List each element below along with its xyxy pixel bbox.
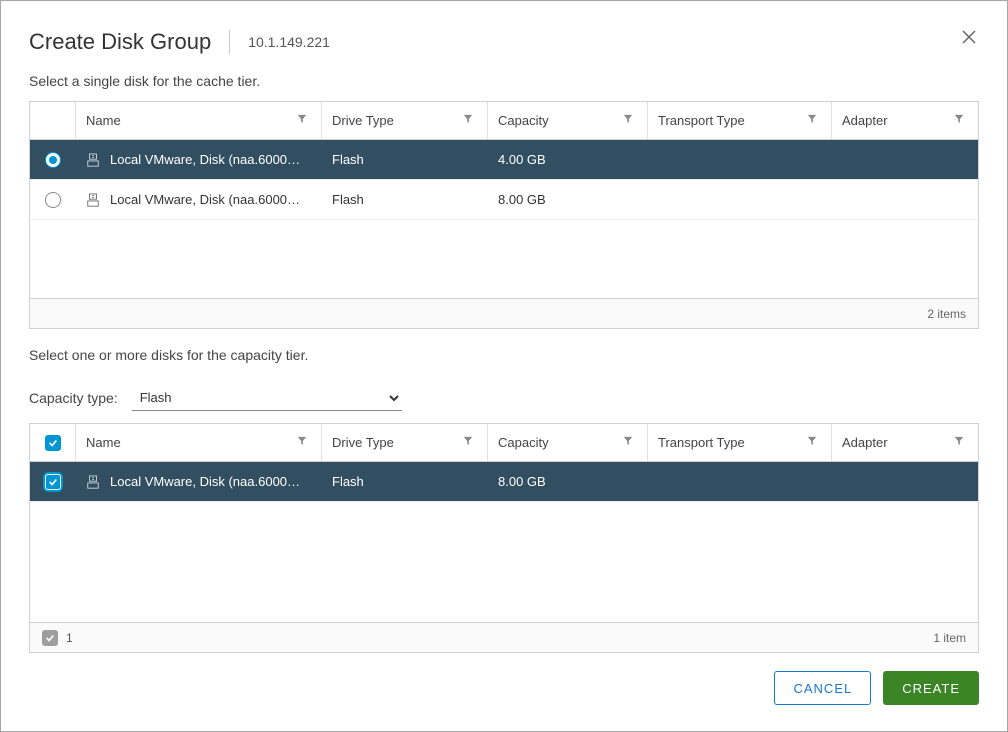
drive-type: Flash xyxy=(332,474,364,489)
disk-icon xyxy=(86,475,100,489)
table-footer: 2 items xyxy=(30,298,978,328)
table-body: Local VMware, Disk (naa.6000… Flash 8.00… xyxy=(30,462,978,622)
col-header-name[interactable]: Name xyxy=(86,113,293,128)
row-radio[interactable] xyxy=(45,192,61,208)
create-disk-group-dialog: Create Disk Group 10.1.149.221 Select a … xyxy=(0,0,1008,732)
filter-icon[interactable] xyxy=(803,112,821,129)
filter-icon[interactable] xyxy=(803,434,821,451)
row-checkbox[interactable] xyxy=(45,474,61,490)
capacity: 8.00 GB xyxy=(498,474,546,489)
cache-tier-label: Select a single disk for the cache tier. xyxy=(29,73,979,89)
col-header-capacity[interactable]: Capacity xyxy=(498,435,619,450)
filter-icon[interactable] xyxy=(950,434,968,451)
close-icon[interactable] xyxy=(959,29,979,49)
col-header-name[interactable]: Name xyxy=(86,435,293,450)
item-count: 1 item xyxy=(933,631,966,645)
col-header-capacity[interactable]: Capacity xyxy=(498,113,619,128)
filter-icon[interactable] xyxy=(459,112,477,129)
table-row[interactable]: Local VMware, Disk (naa.6000… Flash 8.00… xyxy=(30,462,978,502)
capacity: 8.00 GB xyxy=(498,192,546,207)
footer-selected-checkbox[interactable] xyxy=(42,630,58,646)
filter-icon[interactable] xyxy=(950,112,968,129)
disk-icon xyxy=(86,193,100,207)
dialog-host-ip: 10.1.149.221 xyxy=(229,30,330,54)
row-radio[interactable] xyxy=(45,152,61,168)
capacity-type-select[interactable]: Flash xyxy=(132,385,402,411)
table-row[interactable]: Local VMware, Disk (naa.6000… Flash 8.00… xyxy=(30,180,978,220)
capacity: 4.00 GB xyxy=(498,152,546,167)
cache-disks-table: Name Drive Type Capacity Transport Type … xyxy=(29,101,979,329)
capacity-tier-label: Select one or more disks for the capacit… xyxy=(29,347,979,363)
create-button[interactable]: Create xyxy=(883,671,979,705)
col-header-drive-type[interactable]: Drive Type xyxy=(332,435,459,450)
drive-type: Flash xyxy=(332,152,364,167)
table-header: Name Drive Type Capacity Transport Type … xyxy=(30,102,978,140)
filter-icon[interactable] xyxy=(459,434,477,451)
table-header: Name Drive Type Capacity Transport Type … xyxy=(30,424,978,462)
filter-icon[interactable] xyxy=(293,434,311,451)
dialog-header: Create Disk Group 10.1.149.221 xyxy=(29,29,979,55)
capacity-disks-table: Name Drive Type Capacity Transport Type … xyxy=(29,423,979,653)
dialog-title: Create Disk Group xyxy=(29,29,229,55)
disk-name: Local VMware, Disk (naa.6000… xyxy=(110,192,300,207)
drive-type: Flash xyxy=(332,192,364,207)
col-header-adapter[interactable]: Adapter xyxy=(842,435,950,450)
table-row[interactable]: Local VMware, Disk (naa.6000… Flash 4.00… xyxy=(30,140,978,180)
selected-count: 1 xyxy=(66,631,73,645)
cancel-button[interactable]: Cancel xyxy=(774,671,871,705)
filter-icon[interactable] xyxy=(619,434,637,451)
select-all-checkbox[interactable] xyxy=(45,435,61,451)
filter-icon[interactable] xyxy=(293,112,311,129)
disk-icon xyxy=(86,153,100,167)
disk-name: Local VMware, Disk (naa.6000… xyxy=(110,474,300,489)
capacity-type-row: Capacity type: Flash xyxy=(29,385,979,411)
disk-name: Local VMware, Disk (naa.6000… xyxy=(110,152,300,167)
col-header-transport-type[interactable]: Transport Type xyxy=(658,113,803,128)
col-header-transport-type[interactable]: Transport Type xyxy=(658,435,803,450)
capacity-type-label: Capacity type: xyxy=(29,390,118,406)
col-header-drive-type[interactable]: Drive Type xyxy=(332,113,459,128)
item-count: 2 items xyxy=(927,307,966,321)
table-body: Local VMware, Disk (naa.6000… Flash 4.00… xyxy=(30,140,978,298)
filter-icon[interactable] xyxy=(619,112,637,129)
col-header-adapter[interactable]: Adapter xyxy=(842,113,950,128)
table-footer: 1 1 item xyxy=(30,622,978,652)
dialog-actions: Cancel Create xyxy=(29,671,979,705)
